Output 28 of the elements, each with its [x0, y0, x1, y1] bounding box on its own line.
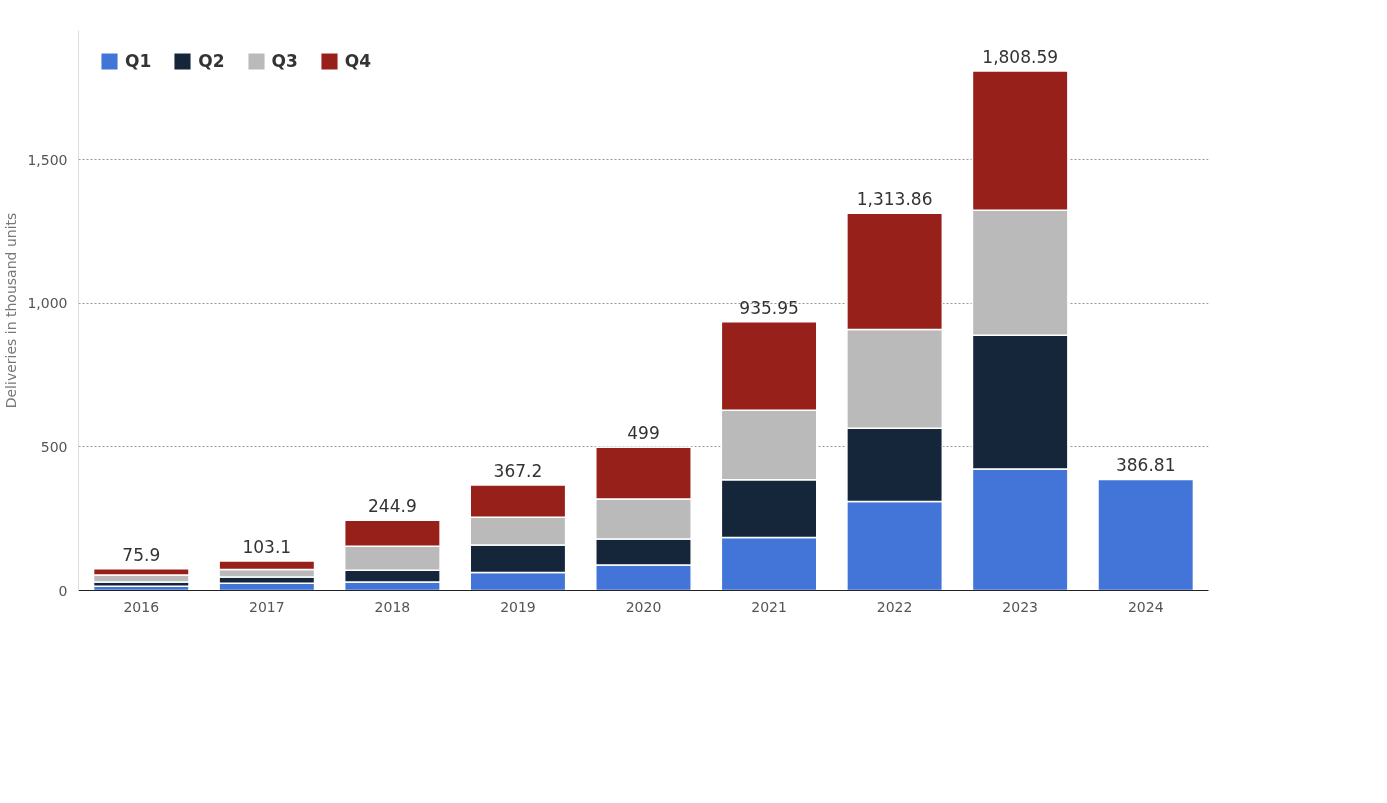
total-label: 386.81 — [1115, 455, 1176, 476]
total-label: 244.9 — [368, 496, 417, 517]
x-tick-label: 2018 — [374, 598, 411, 615]
x-tick-label: 2016 — [123, 598, 160, 615]
y-tick-label: 1,000 — [27, 295, 68, 312]
total-label: 1,313.86 — [856, 189, 933, 210]
total-label: 103.1 — [242, 536, 292, 557]
x-tick-label: 2024 — [1127, 598, 1164, 615]
x-tick-label: 2022 — [876, 598, 913, 615]
total-label: 935.95 — [739, 297, 799, 318]
legend-label: Q2 — [198, 51, 225, 71]
x-tick-label: 2023 — [1002, 598, 1038, 615]
total-label: 499 — [627, 423, 660, 444]
legend-label: Q4 — [344, 51, 372, 71]
total-label: 1,808.59 — [982, 47, 1059, 68]
y-axis-title: Deliveries in thousand units — [3, 212, 20, 409]
x-tick-label: 2021 — [751, 598, 787, 615]
total-label: 75.9 — [122, 544, 161, 565]
x-tick-label: 2017 — [249, 598, 285, 615]
x-tick-label: 2019 — [500, 598, 536, 615]
bar — [1097, 478, 1195, 591]
y-tick-label: 0 — [58, 582, 68, 599]
x-tick-label: 2020 — [625, 598, 662, 615]
legend-label: Q1 — [125, 51, 152, 71]
total-label: 367.2 — [493, 461, 543, 482]
y-tick-label: 500 — [40, 438, 68, 455]
y-tick-label: 1,500 — [27, 151, 68, 168]
legend-label: Q3 — [271, 51, 298, 71]
